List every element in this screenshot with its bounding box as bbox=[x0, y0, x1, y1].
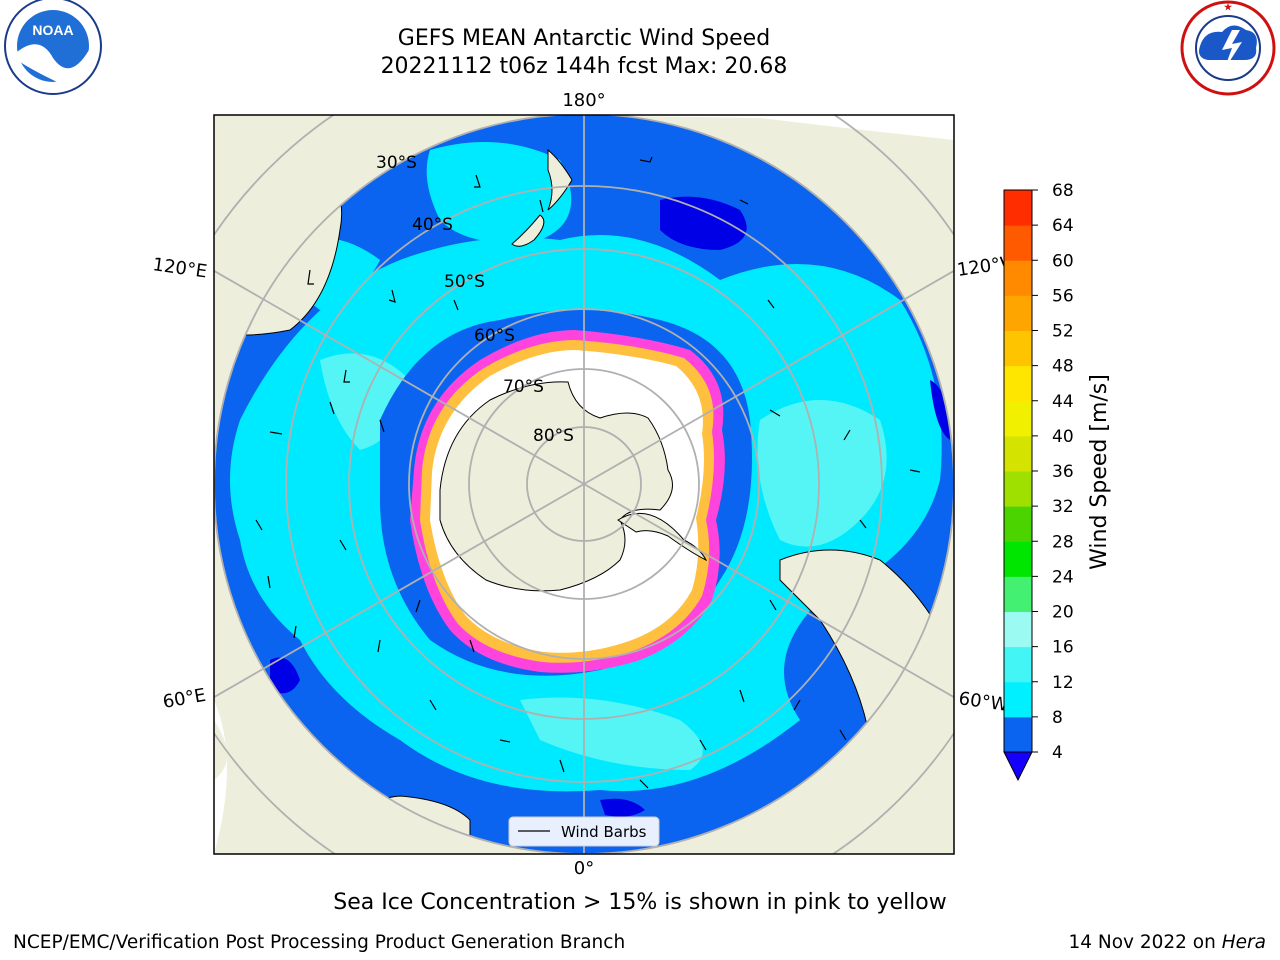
colorbar-tick-label: 64 bbox=[1052, 216, 1074, 236]
sea-ice-note: Sea Ice Concentration > 15% is shown in … bbox=[333, 890, 947, 915]
lon-label-120e: 120°E bbox=[151, 254, 208, 282]
date-text: 14 Nov 2022 on bbox=[1068, 932, 1216, 953]
colorbar-tick-label: 8 bbox=[1052, 708, 1063, 728]
run-date: 14 Nov 2022 on Hera bbox=[1068, 932, 1266, 953]
lat-label-70s: 70°S bbox=[503, 377, 544, 397]
noaa-logo-text: NOAA bbox=[32, 22, 73, 38]
colorbar-segment bbox=[1004, 471, 1032, 507]
credit-line: NCEP/EMC/Verification Post Processing Pr… bbox=[13, 932, 626, 953]
lon-label-60w: 60°W bbox=[957, 688, 1009, 716]
lon-label-0: 0° bbox=[574, 858, 594, 879]
colorbar-segment bbox=[1004, 646, 1032, 683]
colorbar-segment bbox=[1004, 330, 1032, 367]
map-title: GEFS MEAN Antarctic Wind Speed bbox=[397, 26, 771, 51]
colorbar-segment bbox=[1004, 716, 1032, 753]
lat-label-80s: 80°S bbox=[533, 426, 574, 446]
wind-band-under-4 bbox=[660, 196, 747, 250]
nws-logo: ★ bbox=[1180, 0, 1276, 96]
lat-label-60s: 60°S bbox=[474, 326, 515, 346]
colorbar-tick-label: 60 bbox=[1052, 251, 1074, 271]
wind-band-12-16 bbox=[757, 400, 887, 547]
latitude-labels: 30°S 40°S 50°S 60°S 70°S 80°S bbox=[376, 153, 574, 446]
map-area: Wind Barbs bbox=[214, 115, 954, 854]
colorbar-tick-label: 48 bbox=[1052, 357, 1074, 377]
svg-text:★: ★ bbox=[1224, 2, 1233, 12]
wind-barbs-legend: Wind Barbs bbox=[508, 816, 660, 847]
colorbar-tick-label: 56 bbox=[1052, 286, 1074, 306]
colorbar-label: Wind Speed [m/s] bbox=[1087, 374, 1112, 570]
lon-label-60e: 60°E bbox=[161, 685, 207, 713]
colorbar-segment bbox=[1004, 506, 1032, 542]
noaa-logo: NOAA bbox=[4, 0, 102, 95]
colorbar-tick-label: 4 bbox=[1052, 743, 1063, 763]
colorbar-tick-label: 44 bbox=[1052, 392, 1074, 412]
colorbar-segment bbox=[1004, 400, 1032, 437]
colorbar-segment bbox=[1004, 681, 1032, 718]
map-frame bbox=[213, 114, 955, 855]
graticule bbox=[214, 115, 954, 854]
colorbar-segment bbox=[1004, 295, 1032, 331]
colorbar-segment bbox=[1004, 611, 1032, 648]
lat-label-50s: 50°S bbox=[444, 272, 485, 292]
colorbar-tick-label: 28 bbox=[1052, 532, 1074, 552]
colorbar-tick-label: 12 bbox=[1052, 673, 1074, 693]
wind-barbs bbox=[255, 156, 921, 789]
colorbar-segment bbox=[1004, 225, 1032, 261]
colorbar-tick-label: 68 bbox=[1052, 181, 1074, 201]
machine-name: Hera bbox=[1221, 932, 1266, 953]
lon-label-180: 180° bbox=[562, 90, 605, 111]
colorbar-underflow-triangle bbox=[1003, 751, 1033, 782]
antarctic-peninsula bbox=[617, 512, 708, 562]
lat-label-40s: 40°S bbox=[412, 215, 453, 235]
colorbar-segment bbox=[1004, 576, 1032, 612]
colorbar-tick-label: 24 bbox=[1052, 567, 1074, 587]
colorbar-segment bbox=[1004, 365, 1032, 402]
map-subtitle: 20221112 t06z 144h fcst Max: 20.68 bbox=[380, 54, 788, 79]
colorbar-segment bbox=[1004, 190, 1032, 226]
colorbar-segment bbox=[1004, 435, 1032, 472]
colorbar-tick-label: 52 bbox=[1052, 322, 1074, 342]
colorbar-tick-label: 32 bbox=[1052, 497, 1074, 517]
colorbar-tick-label: 20 bbox=[1052, 603, 1074, 623]
colorbar-tick-label: 36 bbox=[1052, 462, 1074, 482]
new-zealand bbox=[547, 148, 573, 211]
colorbar-segment bbox=[1004, 260, 1032, 296]
colorbar-tick-label: 16 bbox=[1052, 638, 1074, 658]
colorbar-segment bbox=[1004, 541, 1032, 577]
colorbar-tick-label: 40 bbox=[1052, 427, 1074, 447]
legend-label: Wind Barbs bbox=[561, 823, 647, 841]
lat-label-30s: 30°S bbox=[376, 153, 417, 173]
